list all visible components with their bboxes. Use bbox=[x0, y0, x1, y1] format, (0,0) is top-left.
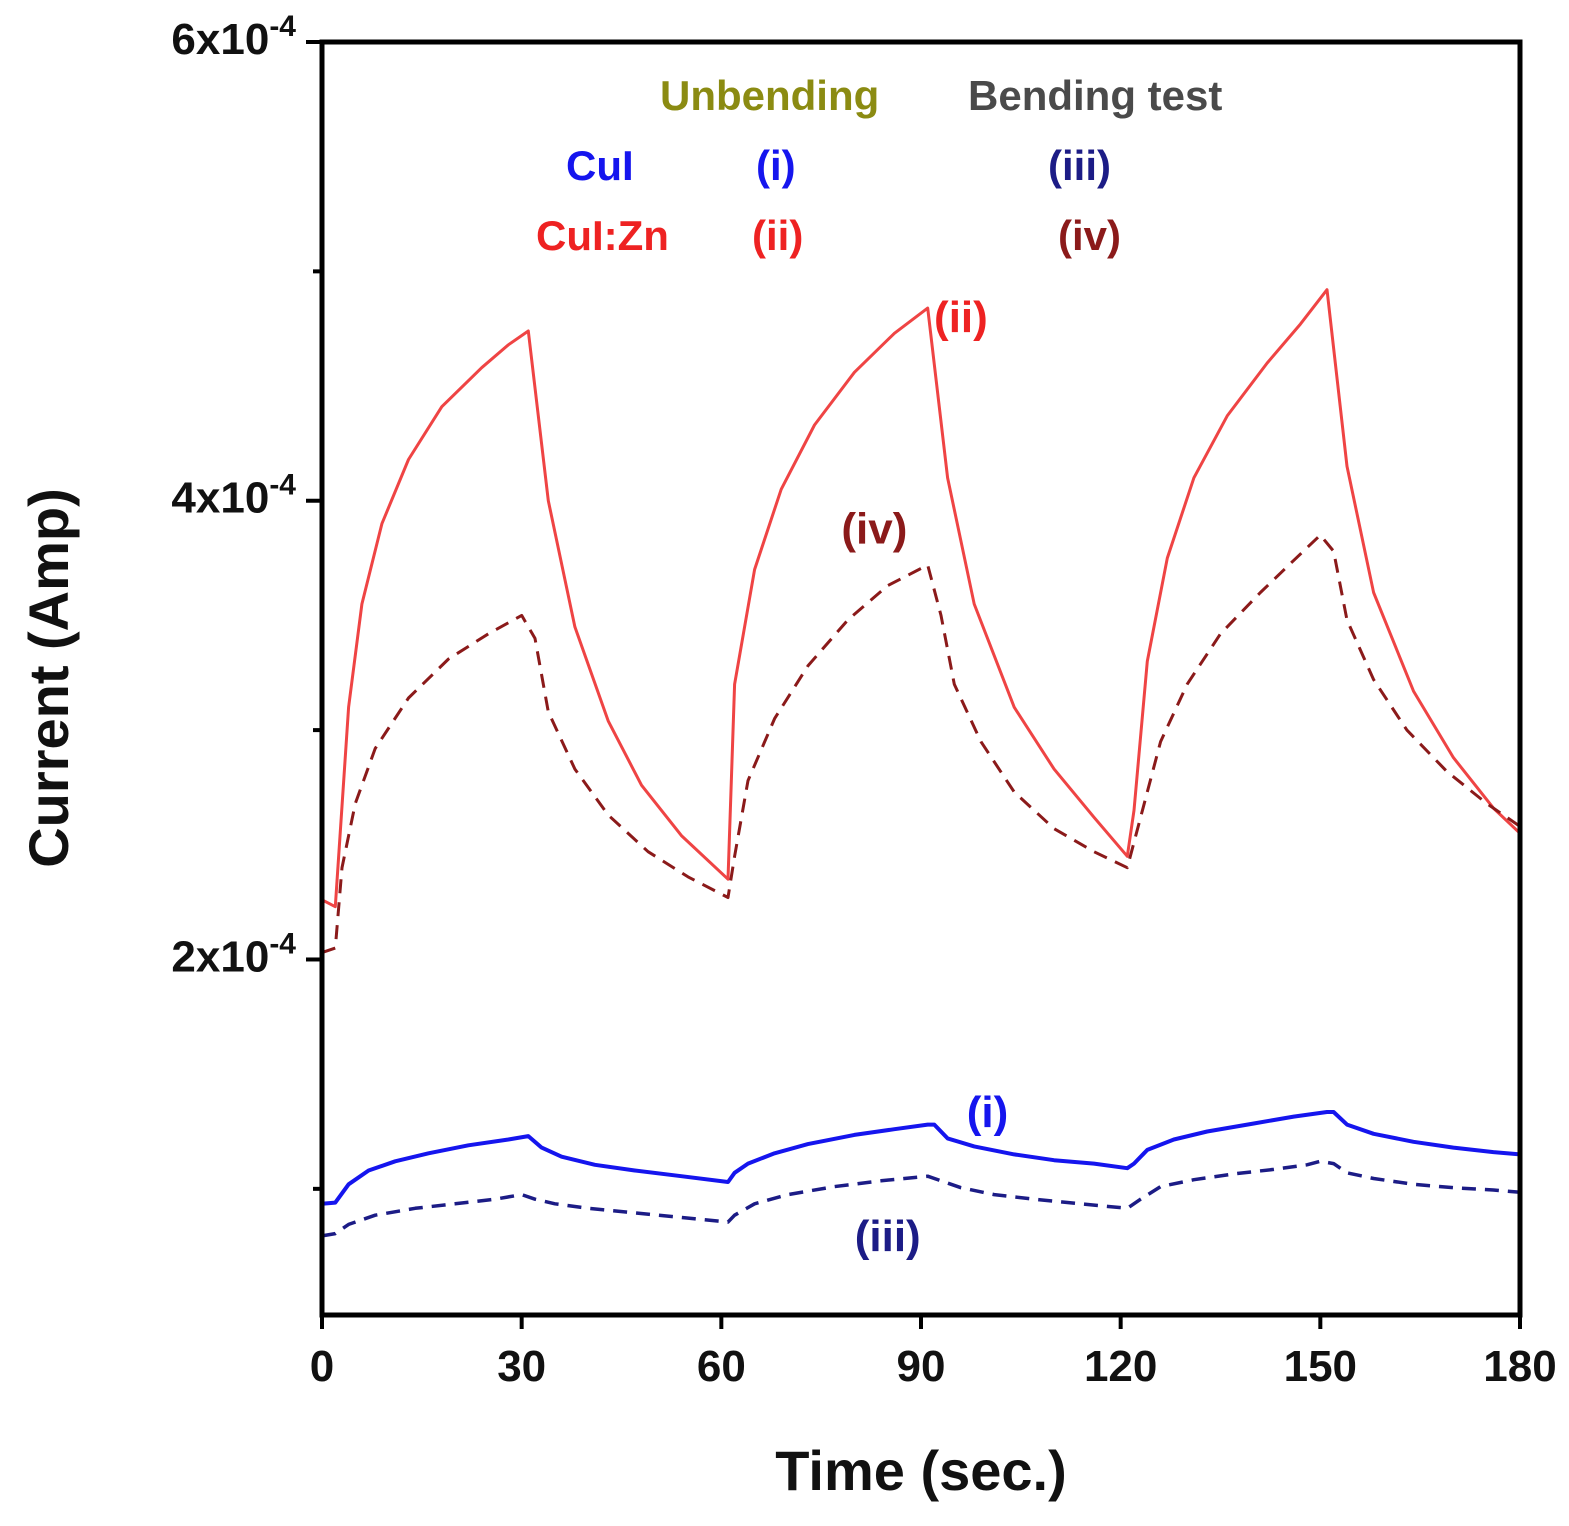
legend-cui-unbending-marker: (i) bbox=[756, 142, 796, 189]
legend-cuizn-bending-marker: (iv) bbox=[1058, 212, 1121, 259]
y-tick-label-0: 2x10-4 bbox=[171, 927, 296, 981]
x-tick-label-4: 120 bbox=[1084, 1342, 1157, 1391]
legend-cuizn-label: CuI:Zn bbox=[536, 212, 669, 259]
series-line-2 bbox=[321, 533, 1521, 955]
series-line-4 bbox=[321, 1159, 1521, 1238]
annotation-4: (iii) bbox=[855, 1212, 921, 1261]
x-tick-label-6: 180 bbox=[1483, 1342, 1556, 1391]
series-line-3 bbox=[321, 1110, 1521, 1206]
annotation-1: (ii) bbox=[934, 293, 988, 342]
series-line-1 bbox=[321, 288, 1522, 909]
ticks-layer bbox=[306, 40, 1522, 1329]
legend-cui-bending-marker: (iii) bbox=[1048, 142, 1111, 189]
x-tick-label-2: 60 bbox=[697, 1342, 746, 1391]
x-tick-label-5: 150 bbox=[1284, 1342, 1357, 1391]
y-tick-label-1: 4x10-4 bbox=[171, 469, 296, 523]
annotation-2: (iv) bbox=[841, 504, 907, 553]
annotations-layer: (ii) (iv) (i) (iii) bbox=[841, 293, 1008, 1261]
legend-cuizn-unbending-marker: (ii) bbox=[752, 212, 803, 259]
y-tick-label-2: 6x10-4 bbox=[171, 10, 296, 64]
series-layer bbox=[321, 288, 1522, 1238]
x-tick-label-3: 90 bbox=[897, 1342, 946, 1391]
x-tick-label-0: 0 bbox=[310, 1342, 334, 1391]
x-axis-title: Time (sec.) bbox=[775, 1439, 1067, 1502]
legend-header-unbending: Unbending bbox=[660, 72, 879, 119]
y-axis-title: Current (Amp) bbox=[17, 488, 80, 868]
annotation-3: (i) bbox=[967, 1088, 1009, 1137]
tick-labels-layer: 0 30 60 90 120 150 180 2x10-4 4x10-4 6x10-4 bbox=[171, 10, 1556, 1391]
x-tick-label-1: 30 bbox=[497, 1342, 546, 1391]
legend: Unbending Bending test CuI (i) (iii) CuI… bbox=[536, 72, 1222, 259]
legend-header-bending: Bending test bbox=[968, 72, 1222, 119]
legend-cui-label: CuI bbox=[566, 142, 634, 189]
